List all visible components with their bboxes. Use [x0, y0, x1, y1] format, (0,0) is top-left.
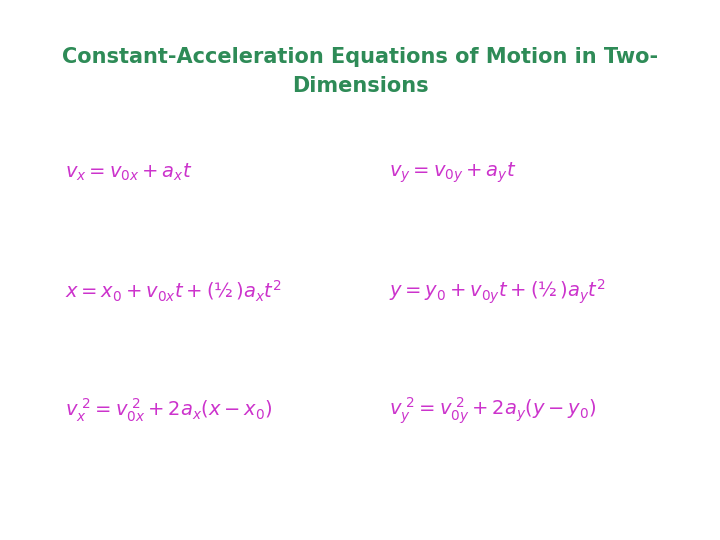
Text: $x = x_0 + v_{0x}t + (½\,)a_x t^2$: $x = x_0 + v_{0x}t + (½\,)a_x t^2$	[65, 279, 282, 304]
Text: Dimensions: Dimensions	[292, 76, 428, 97]
Text: $y = y_0 + v_{0y}t + (½\,)a_y t^2$: $y = y_0 + v_{0y}t + (½\,)a_y t^2$	[389, 278, 606, 306]
Text: Constant-Acceleration Equations of Motion in Two-: Constant-Acceleration Equations of Motio…	[62, 46, 658, 67]
Text: $v_y^{\ 2} = v_{0y}^{\ 2} + 2a_y(y - y_0)$: $v_y^{\ 2} = v_{0y}^{\ 2} + 2a_y(y - y_0…	[389, 395, 596, 426]
Text: $v_x = v_{0x} + a_x t$: $v_x = v_{0x} + a_x t$	[65, 162, 192, 184]
Text: $v_x^{\ 2} = v_{0x}^{\ 2} + 2a_x(x - x_0)$: $v_x^{\ 2} = v_{0x}^{\ 2} + 2a_x(x - x_0…	[65, 397, 272, 424]
Text: $v_y = v_{0y} + a_y t$: $v_y = v_{0y} + a_y t$	[389, 160, 516, 185]
